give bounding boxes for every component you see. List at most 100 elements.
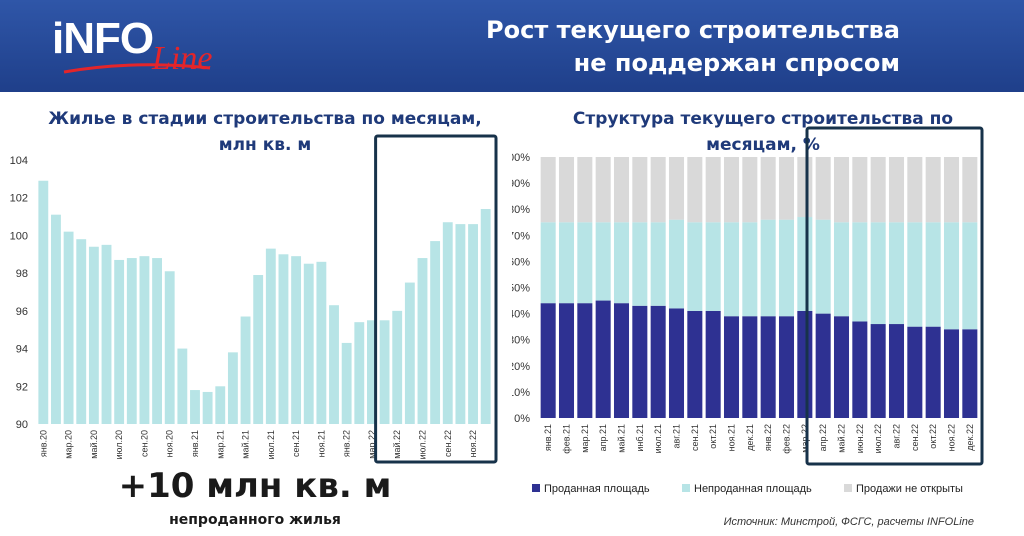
- right-bar-segment: [687, 310, 703, 418]
- right-bar-segment: [540, 222, 556, 304]
- legend-label: Непроданная площадь: [694, 483, 812, 495]
- right-bar-segment: [632, 222, 648, 306]
- right-bar-segment: [815, 313, 831, 418]
- left-bar: [404, 282, 415, 424]
- right-stacked-bar-chart: 0% 10% 20% 30% 40% 50% 60% 70% 80% 90% 100% янв.21 ф…: [512, 126, 984, 495]
- right-y-tick-label: 30%: [512, 335, 530, 347]
- infoline-logo: iNFO Line: [52, 14, 252, 78]
- left-bar: [152, 258, 162, 424]
- right-x-tick-label: дек.22: [965, 424, 975, 451]
- right-bar-segment: [613, 303, 630, 418]
- right-x-tick-label: сен.21: [690, 424, 700, 451]
- right-bar-segment: [833, 157, 850, 223]
- left-x-tick-label: ноя.20: [165, 430, 175, 457]
- left-bar: [51, 214, 61, 424]
- right-y-tick-label: 80%: [512, 204, 530, 216]
- left-bar: [329, 305, 339, 424]
- right-y-tick-label: 70%: [512, 230, 530, 242]
- left-x-tick-label: июл.22: [417, 430, 427, 459]
- legend-label: Проданная площадь: [544, 483, 650, 495]
- right-bar-segment: [687, 222, 703, 311]
- right-x-tick-label: мар.21: [580, 424, 590, 453]
- left-chart-title: Жилье в стадии строительства по месяцам,…: [40, 106, 490, 158]
- left-x-tick-label: мар.21: [215, 430, 225, 459]
- right-x-tick-label: дек.21: [745, 424, 755, 451]
- left-bar: [101, 244, 112, 424]
- left-y-tick-label: 90: [16, 419, 28, 431]
- left-bar: [202, 391, 213, 424]
- right-bar-segment: [907, 157, 923, 223]
- right-bar-segment: [705, 310, 721, 418]
- header-title: Рост текущего строительства не поддержан…: [486, 14, 900, 80]
- header-title-line2: не поддержан спросом: [573, 49, 900, 77]
- right-bar-segment: [962, 329, 978, 418]
- right-y-tick-label: 20%: [512, 361, 530, 373]
- left-bar: [316, 261, 327, 424]
- right-bar-segment: [778, 157, 795, 220]
- right-bar-segment: [907, 326, 923, 418]
- left-bar: [291, 256, 302, 424]
- right-bar-segment: [595, 222, 611, 301]
- left-bar: [379, 320, 390, 424]
- right-bar-segment: [742, 222, 758, 317]
- left-bar: [265, 248, 276, 424]
- logo-info-text: iNFO: [52, 14, 154, 63]
- right-bar-segment: [650, 305, 666, 418]
- right-bar-segment: [962, 157, 978, 223]
- right-x-tick-label: апр.21: [598, 424, 608, 451]
- source-note: Источник: Минстрой, ФСГС, расчеты INFOLi…: [723, 516, 974, 528]
- right-bar-segment: [595, 157, 611, 223]
- left-x-tick-label: янв.22: [342, 430, 352, 457]
- left-y-tick-label: 104: [10, 155, 28, 167]
- right-bar-segment: [907, 222, 923, 327]
- right-x-tick-label: июл.22: [873, 424, 883, 453]
- right-x-tick-label: июн.22: [855, 424, 865, 453]
- left-y-tick-label: 94: [16, 344, 28, 356]
- right-chart-title: Структура текущего строительства по меся…: [528, 106, 998, 158]
- left-bar: [240, 316, 251, 424]
- left-x-tick-label: янв.21: [190, 430, 200, 457]
- right-bar-segment: [833, 222, 850, 317]
- right-bar-segment: [888, 324, 905, 418]
- right-bar-segment: [577, 222, 593, 304]
- right-bar-segment: [540, 303, 556, 418]
- left-x-tick-label: янв.20: [38, 430, 48, 457]
- left-bar: [392, 310, 403, 424]
- right-bar-segment: [687, 157, 703, 223]
- legend-swatch: [844, 484, 852, 492]
- right-bar-segment: [558, 157, 575, 223]
- right-bar-segment: [870, 222, 886, 325]
- left-bar: [164, 271, 175, 424]
- left-x-tick-label: май.20: [89, 430, 99, 459]
- left-x-tick-label: май.21: [241, 430, 251, 459]
- right-bar-segment: [760, 316, 776, 418]
- right-bar-segment: [668, 308, 685, 418]
- left-x-tick-label: сен.21: [291, 430, 301, 457]
- left-x-tick-label: ноя.22: [468, 430, 478, 457]
- left-bar: [177, 348, 188, 424]
- right-y-tick-label: 50%: [512, 283, 530, 295]
- right-bar-segment: [613, 157, 630, 223]
- left-bar: [430, 241, 441, 424]
- right-bar-segment: [668, 219, 685, 309]
- right-x-tick-label: янв.21: [543, 424, 553, 451]
- left-chart-title-line2: млн кв. м: [218, 135, 312, 155]
- right-bar-segment: [632, 157, 648, 223]
- right-bar-segment: [778, 316, 795, 418]
- left-bar: [190, 390, 200, 424]
- right-highlight-box: [805, 126, 984, 466]
- right-bar-segment: [852, 157, 868, 223]
- right-bar-segment: [888, 222, 905, 325]
- callout-subtitle: непроданного жилья: [169, 512, 341, 528]
- left-x-tick-label: июл.21: [266, 430, 276, 459]
- right-x-tick-label: сен.22: [910, 424, 920, 451]
- right-bar-segment: [577, 157, 593, 223]
- right-bar-segment: [925, 157, 941, 223]
- right-x-tick-label: авг.22: [892, 424, 902, 448]
- right-bar-segment: [870, 157, 886, 223]
- right-bar-segment: [577, 303, 593, 418]
- right-y-tick-label: 90%: [512, 178, 530, 190]
- left-x-tick-label: сен.20: [139, 430, 149, 457]
- right-bar-segment: [705, 222, 721, 311]
- left-bar: [354, 322, 365, 424]
